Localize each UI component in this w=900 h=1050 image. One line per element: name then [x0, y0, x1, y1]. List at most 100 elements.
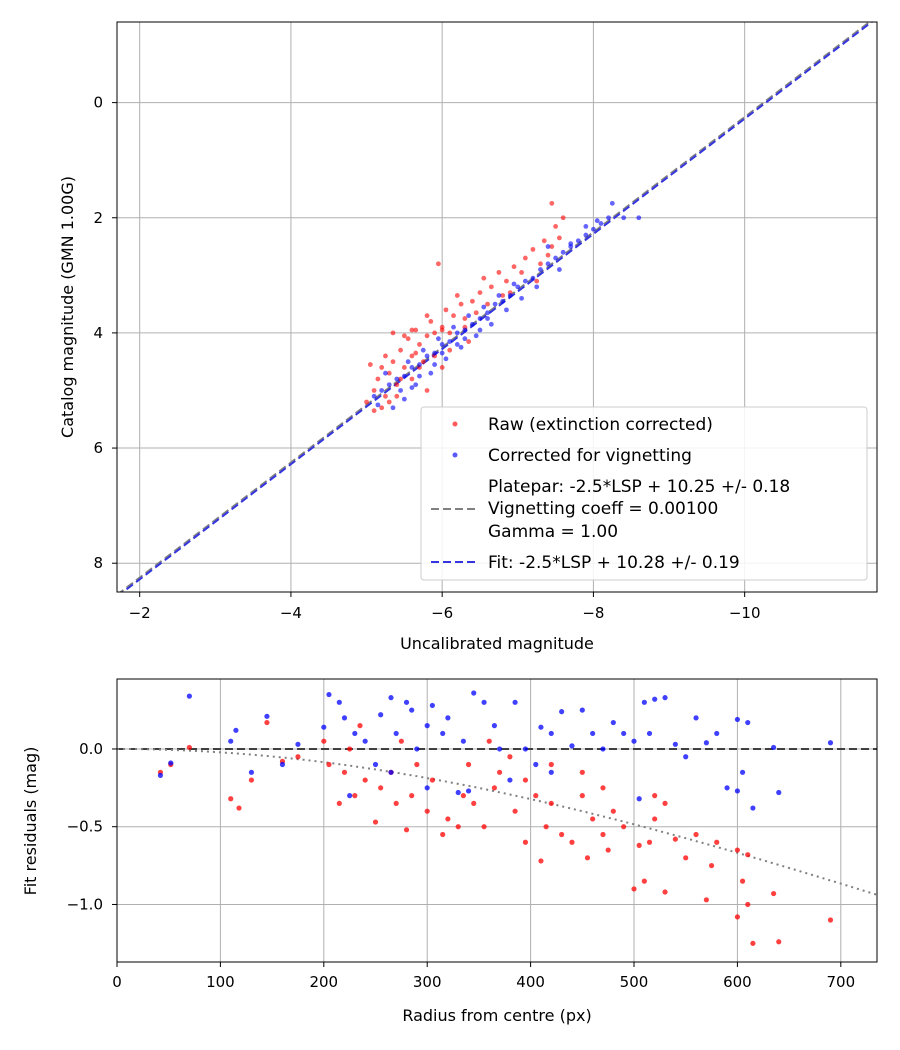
- corrected-point: [443, 356, 449, 362]
- raw-point: [522, 255, 528, 261]
- top-data-points: [364, 200, 642, 414]
- corrected-residual-point: [496, 746, 503, 752]
- corrected-residual-point: [372, 761, 379, 768]
- raw-residual-point: [600, 785, 606, 791]
- corrected-residual-point: [491, 723, 498, 729]
- top-fit-lines: [119, 22, 874, 592]
- raw-residual-point: [621, 824, 627, 830]
- raw-residual-point: [734, 914, 741, 920]
- raw-residual-point: [362, 777, 368, 783]
- corrected-residual-point: [481, 699, 487, 705]
- corrected-point: [383, 370, 388, 376]
- corrected-residual-point: [352, 730, 358, 737]
- corrected-residual-point: [590, 730, 596, 737]
- corrected-residual-point: [409, 707, 415, 713]
- raw-residual-point: [538, 858, 544, 864]
- raw-residual-point: [770, 890, 777, 897]
- corrected-residual-point: [507, 777, 513, 783]
- raw-residual-point: [414, 761, 420, 768]
- raw-point: [534, 278, 540, 284]
- raw-point: [560, 215, 566, 221]
- corrected-point: [568, 241, 574, 247]
- raw-residual-point: [378, 785, 384, 791]
- raw-point: [511, 264, 517, 270]
- raw-residual-point: [672, 836, 678, 842]
- corrected-point: [636, 215, 642, 221]
- corrected-residual-point: [548, 769, 554, 775]
- corrected-point: [598, 221, 604, 226]
- corrected-point: [451, 324, 456, 330]
- corrected-residual-point: [750, 805, 756, 811]
- corrected-residual-point: [429, 702, 435, 709]
- raw-residual-point: [579, 769, 585, 775]
- raw-residual-point: [636, 842, 642, 848]
- corrected-point: [454, 330, 460, 336]
- raw-residual-point: [652, 793, 658, 799]
- corrected-point: [401, 396, 407, 402]
- raw-residual-point: [543, 824, 549, 830]
- bottom-y-tick-label: 0.0: [79, 740, 103, 758]
- raw-residual-point: [481, 824, 487, 830]
- raw-point: [379, 365, 385, 370]
- corrected-point: [405, 359, 411, 365]
- legend-platepar-line1: Platepar: -2.5*LSP + 10.25 +/- 0.18: [488, 477, 790, 497]
- raw-residual-point: [357, 723, 363, 729]
- bottom-y-axis-label: Fit residuals (mag): [21, 747, 40, 896]
- bottom-x-tick-label: 600: [723, 973, 752, 991]
- corrected-residual-point: [652, 696, 658, 702]
- corrected-point: [428, 370, 434, 376]
- raw-point: [473, 310, 479, 316]
- corrected-point: [534, 284, 540, 290]
- corrected-point: [522, 278, 528, 284]
- raw-residual-point: [403, 827, 410, 833]
- corrected-residual-point: [295, 741, 301, 747]
- raw-residual-point: [652, 816, 658, 822]
- corrected-residual-point: [424, 723, 430, 729]
- corrected-point: [545, 244, 551, 249]
- raw-residual-point: [341, 769, 348, 775]
- corrected-point: [485, 310, 490, 316]
- raw-residual-point: [559, 831, 565, 838]
- raw-residual-point: [496, 769, 503, 775]
- raw-point: [401, 365, 407, 370]
- raw-residual-point: [471, 800, 477, 806]
- raw-point: [488, 284, 494, 290]
- corrected-point: [511, 281, 517, 287]
- corrected-point: [371, 393, 377, 399]
- legend-platepar-line2: Vignetting coeff = 0.00100: [488, 499, 718, 519]
- raw-residual-point: [522, 839, 529, 845]
- corrected-residual-point: [610, 719, 616, 726]
- corrected-point: [481, 304, 487, 310]
- raw-point: [500, 293, 506, 298]
- corrected-point: [492, 301, 498, 307]
- raw-residual-point: [424, 808, 430, 814]
- raw-residual-point: [548, 800, 554, 806]
- corrected-residual-point: [362, 738, 368, 744]
- corrected-point: [386, 382, 392, 388]
- top-x-tick-label: −10: [729, 604, 761, 622]
- corrected-residual-point: [703, 740, 709, 746]
- raw-residual-point: [186, 744, 192, 751]
- corrected-residual-point: [471, 690, 477, 696]
- corrected-point: [435, 336, 441, 342]
- corrected-point: [545, 261, 551, 267]
- top-axis-ticks: −2 −4 −6 −8 −10 0 2 4 6 8: [93, 94, 760, 622]
- corrected-residual-point: [445, 715, 451, 721]
- corrected-point: [439, 350, 445, 356]
- legend-raw-label: Raw (extinction corrected): [488, 415, 713, 435]
- corrected-point: [420, 347, 426, 353]
- raw-point: [439, 365, 445, 370]
- raw-point: [424, 313, 430, 319]
- corrected-residual-point: [714, 730, 720, 737]
- raw-point: [394, 393, 400, 399]
- bottom-x-tick-label: 500: [620, 973, 649, 991]
- raw-point: [405, 336, 411, 342]
- raw-residual-point: [776, 939, 782, 945]
- raw-point: [420, 359, 426, 365]
- corrected-point: [606, 215, 611, 221]
- corrected-point: [417, 373, 422, 379]
- raw-residual-point: [321, 738, 327, 744]
- legend-corrected-label: Corrected for vignetting: [488, 446, 692, 466]
- corrected-residual-point: [827, 740, 834, 746]
